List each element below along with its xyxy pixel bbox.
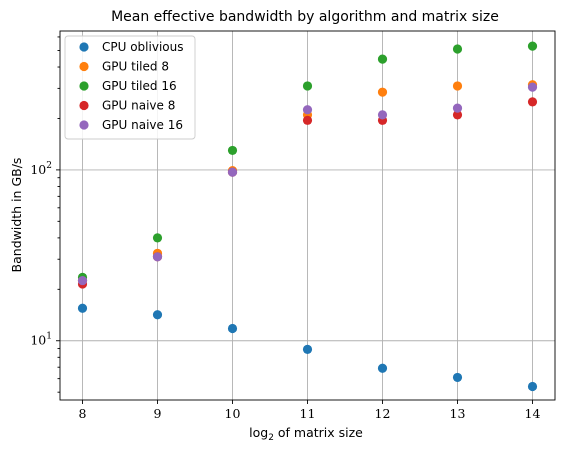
x-tick-label: 10 <box>225 406 241 421</box>
x-tick-label: 13 <box>450 406 466 421</box>
data-point <box>302 81 313 91</box>
data-point <box>302 105 313 115</box>
legend-label: GPU tiled 16 <box>102 79 177 93</box>
data-point <box>452 81 463 91</box>
data-point <box>527 381 538 392</box>
legend-label: CPU oblivious <box>102 40 183 54</box>
x-tick-label: 9 <box>154 406 162 421</box>
plot-area-frame <box>59 30 556 401</box>
data-point <box>227 323 238 334</box>
legend-marker <box>79 100 89 111</box>
legend-box <box>64 35 196 140</box>
legend-label: GPU naive 16 <box>102 118 183 132</box>
data-point <box>377 110 388 120</box>
x-axis-label: log2 of matrix size <box>249 425 363 443</box>
axis-ticks: 8 9 10 11 12 13 14 101 102 <box>30 36 541 421</box>
legend-label: GPU naive 8 <box>102 99 175 113</box>
data-point <box>452 372 463 383</box>
data-points <box>77 41 538 392</box>
data-point <box>377 363 388 373</box>
y-axis-label: Bandwidth in GB/s <box>9 158 24 273</box>
data-point <box>377 87 388 97</box>
data-point <box>152 252 163 262</box>
legend-marker <box>79 81 89 91</box>
data-point <box>152 310 163 320</box>
legend-marker <box>79 120 89 130</box>
data-point <box>227 167 238 177</box>
legend: CPU oblivious GPU tiled 8 GPU tiled 16 GPU … <box>64 35 196 140</box>
x-tick-label: 11 <box>300 406 316 421</box>
data-point <box>77 303 88 313</box>
x-tick-label: 8 <box>79 406 87 421</box>
chart-title: Mean effective bandwidth by algorithm an… <box>111 9 499 25</box>
data-point <box>152 233 163 243</box>
y-tick-label: 101 <box>30 332 52 348</box>
y-tick-label: 102 <box>30 161 52 177</box>
data-point <box>302 115 313 125</box>
legend-marker <box>79 61 89 72</box>
data-point <box>77 275 88 286</box>
data-point <box>302 344 313 354</box>
data-point <box>377 54 388 64</box>
data-point <box>452 103 463 113</box>
x-tick-label: 12 <box>375 406 391 421</box>
data-point <box>527 41 538 51</box>
data-point <box>227 145 238 156</box>
legend-marker <box>79 42 89 52</box>
data-point <box>527 82 538 92</box>
data-point <box>452 44 463 54</box>
x-tick-label: 14 <box>525 406 541 421</box>
data-point <box>452 110 463 120</box>
data-point <box>527 97 538 107</box>
legend-label: GPU tiled 8 <box>102 60 169 74</box>
